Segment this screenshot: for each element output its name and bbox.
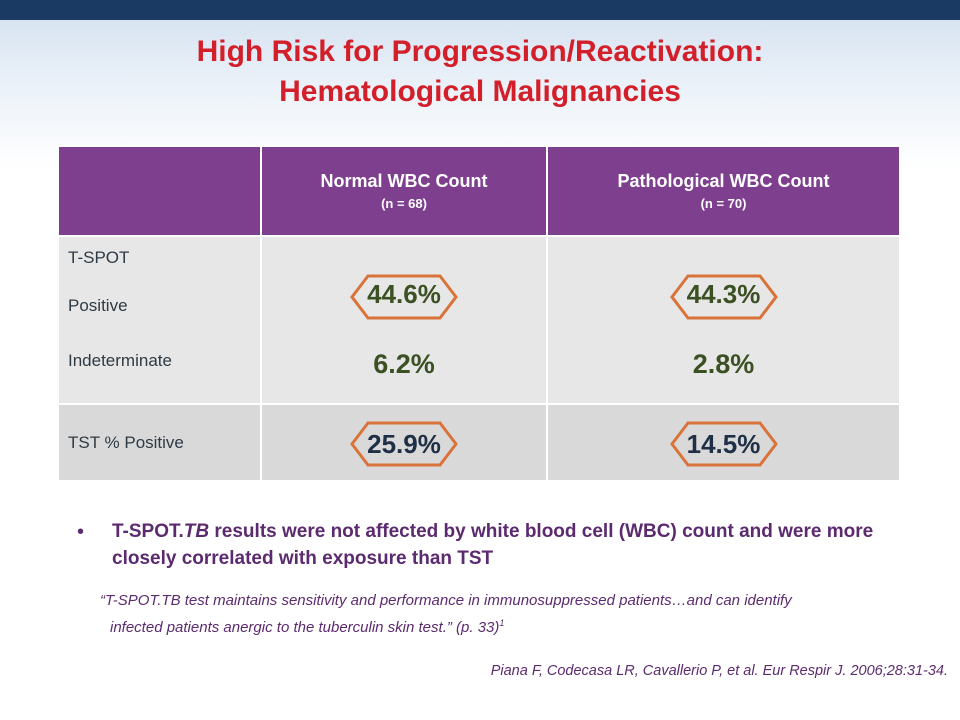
- row-tspot-labels: T-SPOT Positive Indeterminate: [57, 235, 262, 405]
- label-tspot: T-SPOT: [68, 248, 130, 267]
- results-table: Normal WBC Count (n = 68) Pathological W…: [57, 145, 901, 482]
- cell-normal-tspot: 44.6% 6.2%: [260, 235, 548, 405]
- bullet-text-pre: T-SPOT.: [112, 521, 184, 542]
- value-pathological-tst: 14.5%: [686, 429, 761, 459]
- bullet-dot-icon: •: [77, 521, 85, 543]
- value-normal-positive: 44.6%: [367, 279, 441, 309]
- cell-pathological-tst: 14.5%: [546, 403, 901, 482]
- header-normal-wbc-label: Normal WBC Count: [320, 171, 488, 191]
- header-empty-cell: [57, 145, 262, 237]
- value-pathological-indeterminate: 2.8%: [692, 349, 755, 379]
- value-normal-indeterminate: 6.2%: [373, 349, 435, 379]
- label-positive: Positive: [68, 296, 128, 315]
- citation: Piana F, Codecasa LR, Cavallerio P, et a…: [490, 663, 948, 679]
- hexagon-highlight: 44.6%: [350, 274, 458, 320]
- quote-line-2: infected patients anergic to the tubercu…: [110, 619, 500, 636]
- title-line-1: High Risk for Progression/Reactivation:: [196, 35, 764, 68]
- cell-pathological-tspot: 44.3% 2.8%: [546, 235, 901, 405]
- quote-line-1: “T-SPOT.TB test maintains sensitivity an…: [100, 592, 792, 609]
- label-tst-positive: TST % Positive: [57, 403, 262, 482]
- header-pathological-wbc-label: Pathological WBC Count: [617, 171, 830, 191]
- header-normal-wbc-n: (n = 68): [381, 196, 427, 211]
- header-pathological-wbc: Pathological WBC Count (n = 70): [546, 145, 901, 237]
- header-normal-wbc: Normal WBC Count (n = 68): [260, 145, 548, 237]
- bullet-text: T-SPOT.TB results were not affected by w…: [112, 518, 892, 572]
- hexagon-highlight: 25.9%: [350, 421, 458, 467]
- title-line-2: Hematological Malignancies: [279, 75, 681, 108]
- hexagon-highlight: 14.5%: [669, 421, 778, 467]
- quote-footnote: 1: [499, 618, 505, 628]
- bullet-text-italic: TB: [183, 521, 210, 542]
- value-normal-tst: 25.9%: [367, 429, 441, 459]
- slide-title: High Risk for Progression/Reactivation: …: [0, 32, 960, 112]
- hexagon-highlight: 44.3%: [669, 274, 778, 320]
- cell-normal-tst: 25.9%: [260, 403, 548, 482]
- quote-line-2-wrap: infected patients anergic to the tubercu…: [100, 612, 900, 639]
- quote-block: “T-SPOT.TB test maintains sensitivity an…: [100, 590, 900, 639]
- header-pathological-wbc-n: (n = 70): [700, 196, 747, 211]
- label-indeterminate: Indeterminate: [68, 351, 172, 370]
- top-bar: [0, 0, 960, 20]
- value-pathological-positive: 44.3%: [686, 279, 761, 309]
- bullet-text-post: results were not affected by white blood…: [112, 521, 874, 569]
